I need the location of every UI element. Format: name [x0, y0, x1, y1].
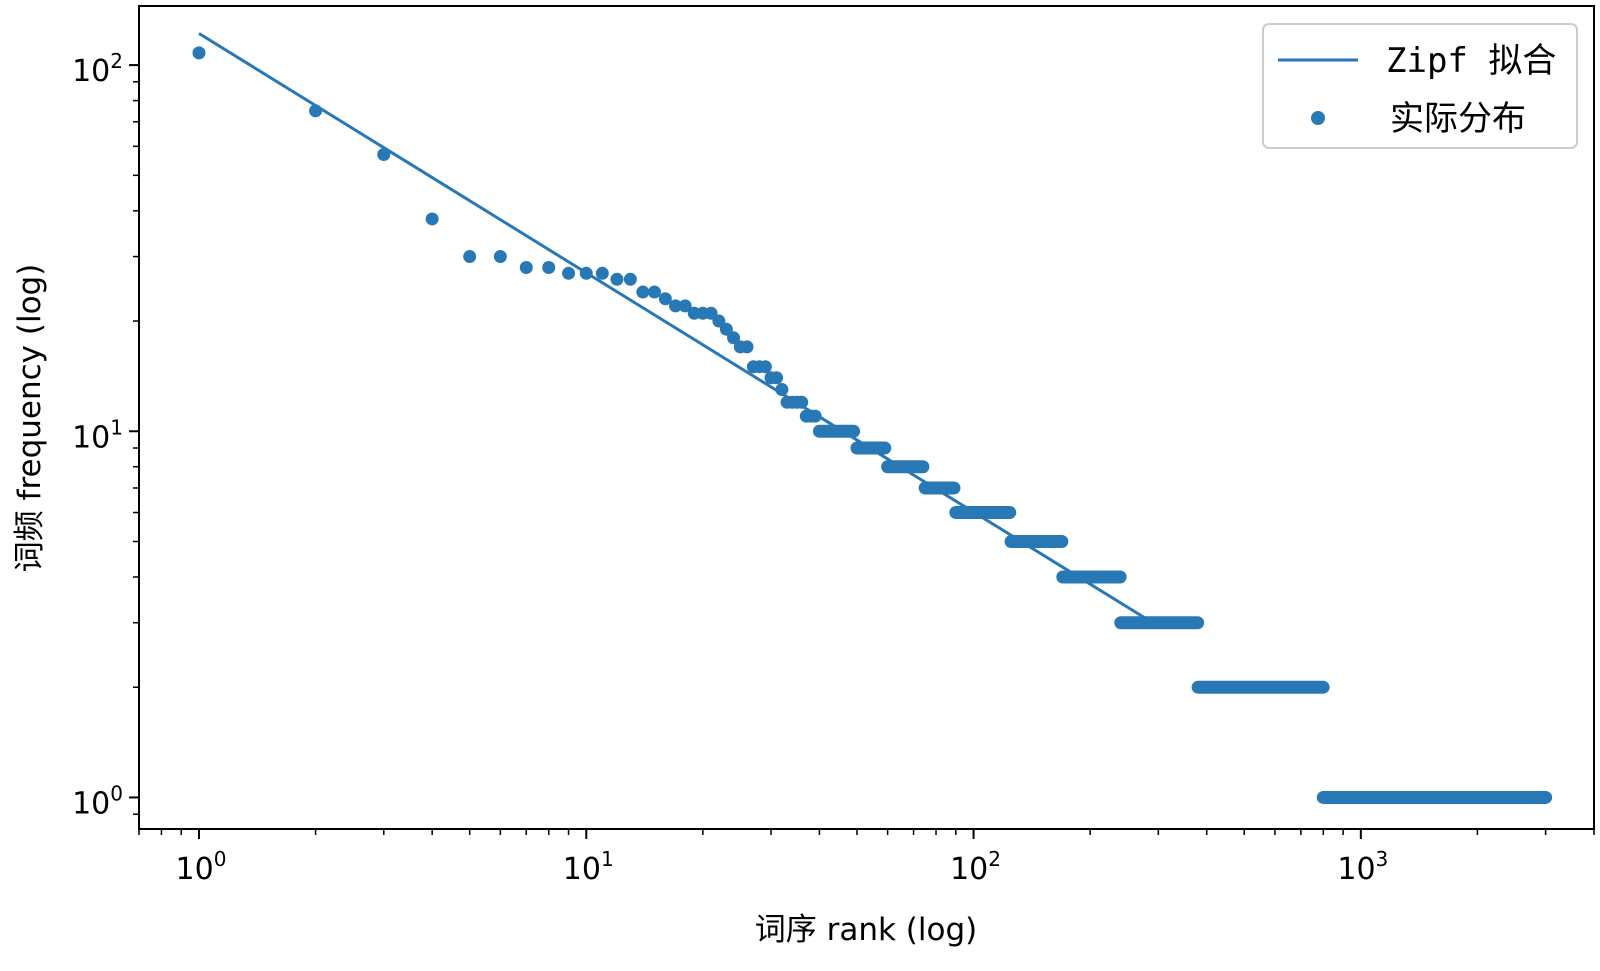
- y-tick-label: 101: [72, 415, 123, 455]
- x-tick-label: 101: [563, 847, 614, 887]
- legend-fit-label: Zipf 拟合: [1386, 41, 1556, 81]
- zipf-fit-line: [198, 32, 1154, 625]
- data-point: [795, 395, 809, 409]
- data-point: [595, 266, 609, 280]
- data-point: [579, 266, 593, 280]
- data-point: [719, 322, 733, 336]
- data-point: [519, 261, 533, 275]
- y-tick-label: 102: [72, 49, 123, 89]
- plot-frame: [138, 5, 1595, 830]
- x-axis-label: 词序 rank (log): [755, 912, 978, 948]
- data-point: [636, 285, 650, 299]
- data-point: [740, 340, 754, 354]
- legend-scatter-label: 实际分布: [1390, 99, 1526, 139]
- data-point: [623, 272, 637, 286]
- y-axis-label: 词频 frequency (log): [12, 264, 48, 573]
- data-point: [493, 250, 507, 264]
- legend-scatter-swatch: [1311, 111, 1325, 125]
- data-point: [808, 409, 822, 423]
- legend-box: [1262, 23, 1578, 149]
- data-point: [658, 292, 672, 306]
- data-point: [377, 147, 391, 161]
- data-point: [463, 250, 477, 264]
- data-point: [610, 272, 624, 286]
- data-point: [678, 299, 692, 313]
- data-point: [562, 266, 576, 280]
- data-point: [669, 299, 683, 313]
- y-tick-label: 100: [72, 781, 123, 821]
- legend: Zipf 拟合 实际分布: [1262, 23, 1578, 149]
- x-tick-label: 103: [1337, 847, 1388, 887]
- data-point: [542, 261, 556, 275]
- data-point: [758, 360, 772, 374]
- data-point: [425, 212, 439, 226]
- data-point: [647, 285, 661, 299]
- data-point: [192, 46, 206, 60]
- x-tick-label: 102: [950, 847, 1001, 887]
- data-point: [775, 383, 789, 397]
- data-point: [770, 371, 784, 385]
- x-tick-label: 100: [176, 847, 227, 887]
- data-point: [309, 104, 323, 118]
- data-point: [727, 331, 741, 345]
